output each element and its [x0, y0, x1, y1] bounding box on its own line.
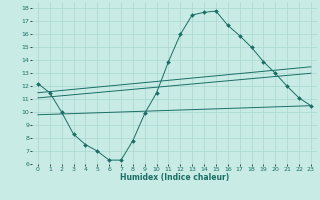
X-axis label: Humidex (Indice chaleur): Humidex (Indice chaleur) [120, 173, 229, 182]
